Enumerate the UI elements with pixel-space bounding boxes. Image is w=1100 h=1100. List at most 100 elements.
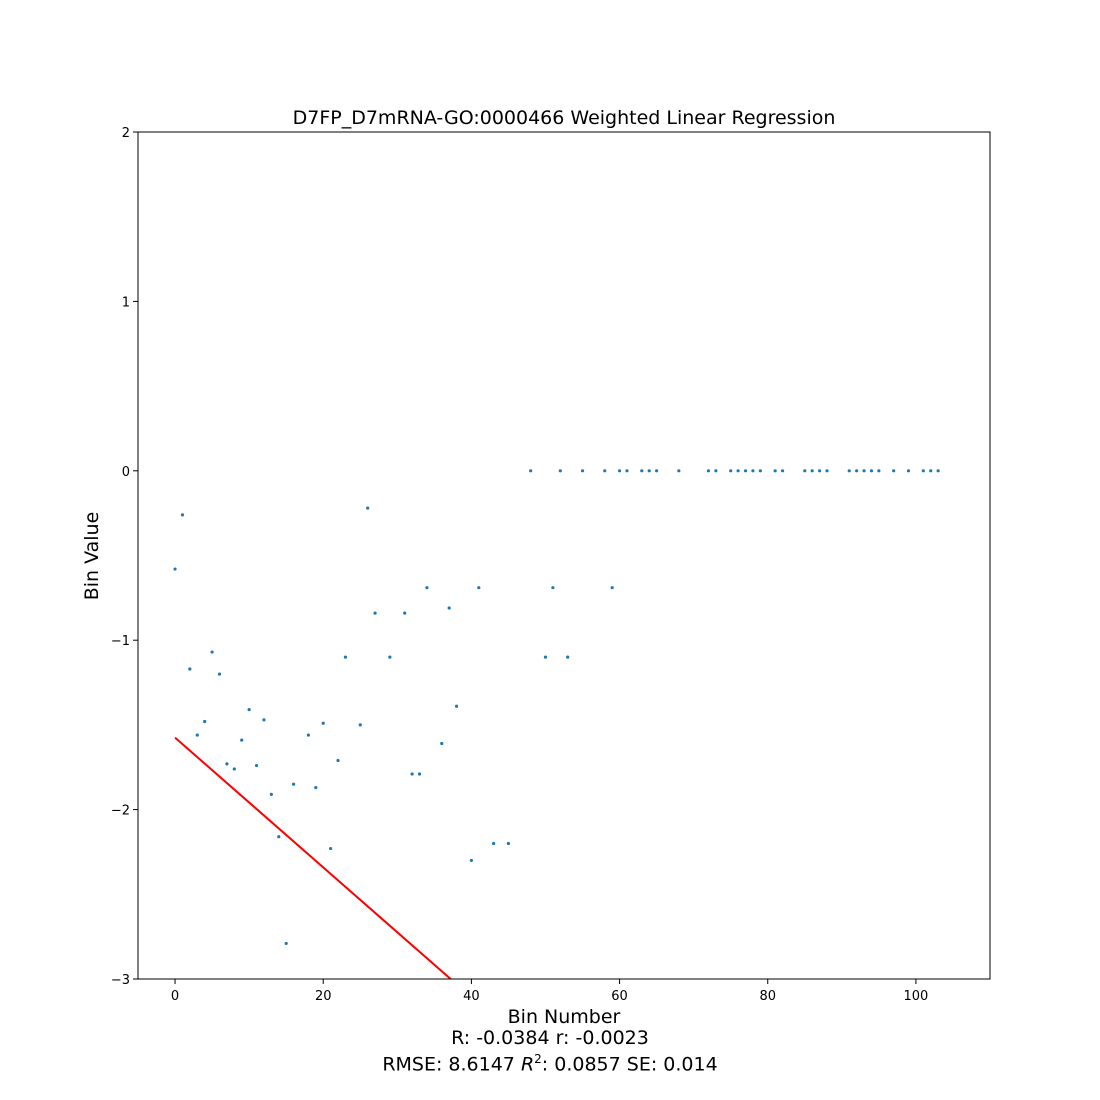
chart-title: D7FP_D7mRNA-GO:0000466 Weighted Linear R… (293, 107, 836, 129)
data-point (855, 469, 859, 473)
data-point (847, 469, 851, 473)
data-point (210, 650, 214, 654)
data-point (529, 469, 533, 473)
data-point (936, 469, 940, 473)
data-point (232, 767, 236, 771)
data-point (217, 672, 222, 676)
data-point (247, 708, 251, 712)
y-tick-label: −1 (111, 634, 130, 649)
regression-stats-line1: R: -0.0384 r: -0.0023 (451, 1027, 649, 1049)
data-point (714, 469, 718, 473)
x-tick-label: 80 (759, 989, 776, 1004)
data-point (780, 469, 785, 473)
data-point (929, 469, 933, 473)
data-point (773, 469, 777, 473)
data-point (677, 469, 681, 473)
data-point (321, 721, 325, 725)
data-point (743, 469, 748, 473)
data-point (291, 782, 296, 786)
data-point (610, 586, 614, 590)
data-point (329, 846, 333, 851)
y-axis-label: Bin Value (81, 512, 103, 601)
data-point (410, 772, 414, 776)
data-point (566, 655, 570, 659)
data-point (892, 469, 896, 473)
r-squared-exponent: 2 (534, 1052, 542, 1066)
data-point (440, 741, 444, 746)
data-point (877, 469, 881, 473)
data-point (314, 785, 318, 790)
data-point (803, 469, 807, 473)
data-point (506, 841, 511, 846)
data-point (366, 506, 370, 510)
data-point (706, 469, 711, 473)
data-point (558, 469, 562, 473)
data-point (825, 469, 829, 473)
r-squared-symbol: R (520, 1053, 535, 1076)
plot-frame (137, 131, 991, 980)
data-point (343, 655, 348, 659)
data-point (203, 719, 207, 724)
x-tick-label: 60 (611, 989, 628, 1004)
data-point (336, 758, 340, 763)
data-point (617, 469, 622, 473)
data-point (269, 792, 273, 796)
data-point (469, 858, 473, 863)
data-point (751, 469, 755, 473)
data-point (254, 763, 259, 768)
x-tick-label: 40 (463, 989, 480, 1004)
data-point (262, 718, 266, 722)
data-point (417, 772, 422, 776)
data-point (240, 738, 244, 742)
r-squared-and-se-stat: : 0.0857 SE: 0.014 (541, 1053, 718, 1076)
data-point (403, 611, 407, 615)
data-point (373, 611, 377, 615)
x-tick-label: 100 (903, 989, 928, 1004)
data-point (869, 469, 874, 473)
regression-line (174, 736, 452, 979)
data-point (862, 469, 866, 473)
y-tick-label: 1 (122, 295, 130, 310)
data-point (736, 469, 740, 473)
data-point (625, 469, 629, 473)
data-point (729, 469, 733, 473)
data-point (647, 469, 651, 473)
data-point (180, 513, 185, 517)
data-point (447, 606, 451, 610)
data-point (543, 655, 548, 659)
data-point (284, 941, 288, 946)
data-point (492, 841, 496, 846)
data-point (306, 733, 310, 737)
data-point (551, 586, 555, 590)
data-point (425, 586, 429, 590)
data-point (173, 567, 177, 571)
y-tick-label: 2 (122, 126, 130, 141)
y-tick-label: −2 (111, 804, 130, 819)
data-point (580, 469, 585, 473)
x-axis-label: Bin Number (508, 1006, 621, 1028)
data-point (640, 469, 644, 473)
data-point (454, 704, 459, 708)
data-point (225, 762, 229, 766)
data-point (758, 469, 762, 473)
data-point (921, 469, 925, 473)
data-point (358, 723, 362, 727)
data-point (388, 655, 392, 659)
y-tick-label: 0 (122, 465, 130, 480)
x-tick-label: 0 (171, 989, 179, 1004)
plot-area: 0 20 40 60 80 100 −3 −2 −1 0 1 2 (111, 126, 991, 1004)
data-point (603, 469, 607, 473)
data-point (477, 586, 481, 590)
data-point (188, 667, 192, 671)
data-point (277, 835, 281, 839)
regression-stats-line2: RMSE: 8.6147 R2: 0.0857 SE: 0.014 (0, 1052, 1100, 1075)
x-tick-label: 20 (315, 989, 332, 1004)
data-point (810, 469, 814, 473)
data-point (818, 469, 822, 473)
data-point (906, 469, 911, 473)
data-point (655, 469, 659, 473)
y-tick-label: −3 (111, 973, 130, 988)
rmse-stat: RMSE: 8.6147 (382, 1053, 515, 1076)
data-point (195, 733, 199, 737)
